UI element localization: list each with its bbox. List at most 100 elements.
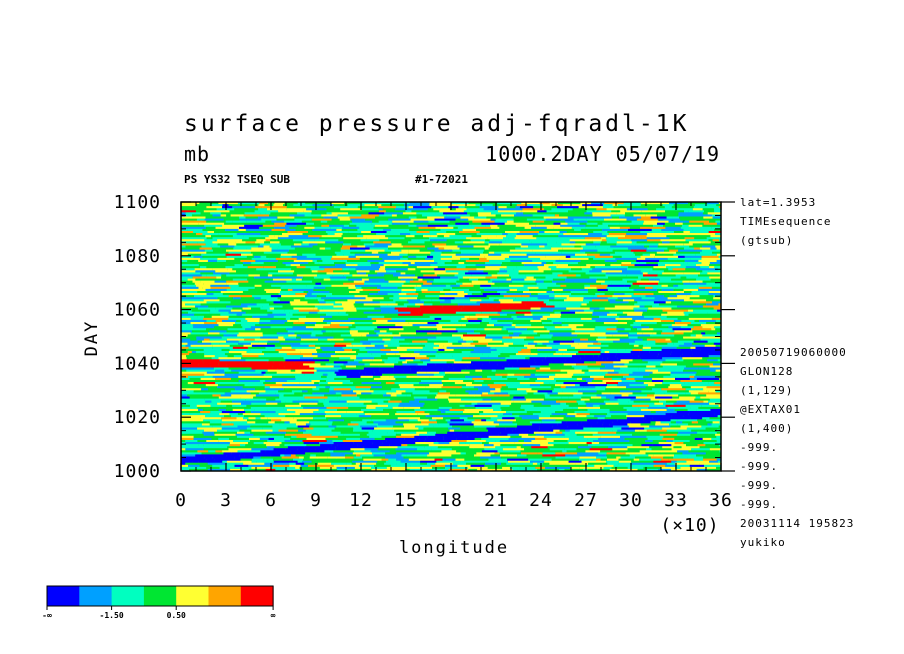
heatmap-cell: [604, 202, 624, 205]
heatmap-cell: [249, 400, 259, 404]
heatmap-cell: [632, 348, 643, 352]
heatmap-cell: [606, 303, 616, 306]
heatmap-cell: [480, 367, 505, 370]
heatmap-cell: [624, 328, 631, 331]
heatmap-cell: [542, 342, 560, 346]
heatmap-cell: [697, 431, 717, 435]
heatmap-cell: [570, 466, 580, 470]
heatmap-cell: [181, 464, 189, 468]
heatmap-cell: [386, 231, 404, 234]
heatmap-cell: [630, 398, 644, 402]
heatmap-cell: [680, 361, 688, 364]
heatmap-cell: [442, 309, 459, 313]
heatmap-cell: [239, 251, 251, 255]
heatmap-cell: [265, 402, 278, 406]
heatmap-cell: [261, 284, 272, 288]
heatmap-cell: [379, 268, 386, 271]
heatmap-cell: [635, 245, 644, 248]
heatmap-cell: [627, 208, 648, 211]
heatmap-cell: [246, 452, 257, 455]
heatmap-cell: [506, 359, 518, 362]
heatmap-cell: [526, 336, 535, 339]
heatmap-cell: [185, 440, 198, 443]
heatmap-cell: [428, 419, 437, 422]
heatmap-cell: [495, 214, 501, 217]
heatmap-cell: [431, 286, 453, 290]
heatmap-cell: [610, 253, 635, 257]
heatmap-cell: [644, 245, 650, 248]
heatmap-cell: [626, 377, 635, 381]
heatmap-cell: [529, 437, 535, 441]
heatmap-cell: [652, 388, 662, 391]
heatmap-cell: [672, 440, 690, 443]
heatmap-cell: [598, 437, 615, 441]
heatmap-cell: [305, 326, 324, 329]
heatmap-cell: [268, 235, 275, 238]
heatmap-cell: [360, 433, 367, 437]
heatmap-cell: [305, 429, 323, 433]
heatmap-cell: [452, 334, 463, 337]
heatmap-cell: [242, 413, 261, 416]
heatmap-cell: [204, 355, 215, 358]
heatmap-cell: [627, 448, 646, 451]
heatmap-cell: [524, 313, 533, 317]
heatmap-cell: [486, 295, 504, 298]
heatmap-cell: [555, 452, 578, 455]
heatmap-cell: [600, 367, 621, 370]
heatmap-cell: [377, 291, 402, 294]
heatmap-cell: [630, 324, 642, 327]
heatmap-cell: [202, 340, 227, 344]
heatmap-cell: [589, 270, 602, 273]
heatmap-cell: [517, 398, 526, 402]
heatmap-cell: [394, 307, 410, 310]
heatmap-cell: [671, 324, 688, 327]
heatmap-cell: [258, 392, 276, 395]
heatmap-cell: [491, 398, 512, 402]
heatmap-cell: [300, 357, 314, 360]
heatmap-cell: [181, 251, 207, 255]
heatmap-cell: [669, 237, 685, 240]
heatmap-cell: [217, 278, 223, 282]
heatmap-cell: [429, 357, 438, 360]
heatmap-cell: [503, 237, 509, 240]
heatmap-cell: [531, 444, 541, 447]
heatmap-cell: [353, 442, 373, 445]
heatmap-cell: [371, 468, 394, 472]
heatmap-cell: [650, 433, 660, 437]
heatmap-cell: [669, 384, 682, 387]
heatmap-cell: [476, 301, 501, 304]
heatmap-cell: [284, 444, 307, 447]
heatmap-cell: [495, 218, 514, 222]
heatmap-cell: [354, 305, 372, 308]
heatmap-cell: [267, 369, 291, 373]
heatmap-cell: [538, 415, 550, 418]
heatmap-cell: [526, 390, 538, 393]
colorbar-label: 0.50: [167, 611, 186, 620]
heatmap-cell: [188, 346, 213, 350]
heatmap-cell: [201, 388, 208, 391]
heatmap-cell: [471, 235, 482, 238]
heatmap-cell: [181, 243, 206, 246]
heatmap-cell: [293, 243, 302, 246]
heatmap-cell: [226, 460, 252, 464]
heatmap-cell: [181, 377, 190, 381]
heatmap-cell: [415, 303, 424, 306]
heatmap-cell: [416, 288, 422, 292]
heatmap-cell: [615, 309, 635, 313]
heatmap-cell: [287, 330, 297, 333]
heatmap-cell: [408, 251, 431, 255]
heatmap-cell: [637, 464, 654, 468]
heatmap-cell: [657, 288, 662, 292]
heatmap-cell: [668, 336, 683, 339]
heatmap-cell: [719, 377, 721, 381]
heatmap-cell: [291, 435, 297, 439]
heatmap-cell: [588, 291, 600, 294]
heatmap-cell: [349, 330, 358, 333]
heatmap-cell: [579, 222, 587, 226]
heatmap-cell: [571, 365, 588, 368]
heatmap-cell: [607, 288, 615, 292]
heatmap-cell: [501, 328, 507, 331]
heatmap-cell: [421, 288, 428, 292]
heatmap-cell: [299, 382, 315, 385]
heatmap-cell: [464, 291, 481, 294]
